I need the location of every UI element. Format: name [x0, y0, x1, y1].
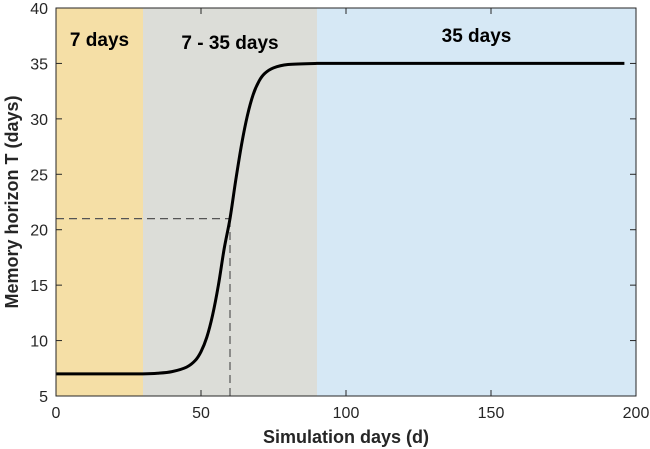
region-labels-layer: 7 days 7 - 35 days 35 days [70, 26, 511, 54]
y-tick-label: 10 [30, 334, 48, 351]
regions-layer [56, 8, 636, 396]
series-layer [55, 61, 625, 376]
x-tick-label: 100 [333, 405, 360, 422]
region-label: 7 - 35 days [181, 33, 278, 54]
series-line [55, 61, 625, 376]
x-tick-label: 50 [192, 405, 210, 422]
y-tick-label: 15 [30, 278, 48, 295]
y-tick-label: 35 [30, 56, 48, 73]
x-axis-title: Simulation days (d) [263, 427, 429, 447]
ticks-layer: 0 50 100 150 200 5 10 15 20 25 30 35 40 [30, 1, 649, 422]
y-tick-label: 40 [30, 1, 48, 18]
region-label: 35 days [442, 26, 512, 47]
region-band [317, 8, 636, 396]
region-band [143, 8, 317, 396]
region-band [56, 8, 143, 396]
y-axis-title: Memory horizon T (days) [2, 95, 22, 308]
x-tick-label: 150 [478, 405, 505, 422]
y-tick-label: 20 [30, 223, 48, 240]
y-tick-label: 30 [30, 112, 48, 129]
reference-lines-layer [56, 218, 231, 396]
x-tick-label: 200 [623, 405, 650, 422]
y-tick-label: 25 [30, 167, 48, 184]
x-tick-label: 0 [52, 405, 61, 422]
region-label: 7 days [70, 30, 129, 51]
y-tick-label: 5 [39, 389, 48, 406]
